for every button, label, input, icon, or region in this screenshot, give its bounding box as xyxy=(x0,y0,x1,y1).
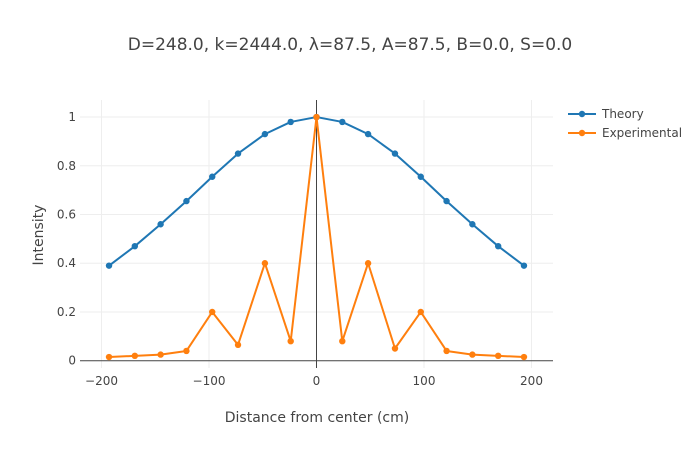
x-tick-label: 100 xyxy=(413,374,436,388)
x-tick-label: 0 xyxy=(313,374,321,388)
experimental-point xyxy=(443,347,450,355)
chart-title: D=248.0, k=2444.0, λ=87.5, A=87.5, B=0.0… xyxy=(128,35,573,55)
experimental-point xyxy=(391,345,399,352)
theory-point xyxy=(443,197,450,205)
experimental-point xyxy=(157,351,164,358)
legend-label: Experimental xyxy=(602,126,682,140)
axis-layer xyxy=(80,100,553,368)
legend-item-experimental: Experimental xyxy=(568,126,682,140)
series-experimental xyxy=(105,113,528,361)
theory-point xyxy=(339,118,346,126)
x-axis-title: Distance from center (cm) xyxy=(225,410,409,426)
experimental-point xyxy=(105,353,113,361)
experimental-point xyxy=(209,308,216,316)
x-tick-label: 200 xyxy=(520,374,543,388)
theory-point xyxy=(417,173,424,180)
experimental-point xyxy=(469,351,476,358)
y-tick-label: 0.8 xyxy=(57,159,76,173)
theory-point xyxy=(183,197,190,205)
experimental-point xyxy=(417,308,424,316)
series-layer xyxy=(105,113,528,361)
theory-point xyxy=(391,150,399,157)
theory-point xyxy=(469,221,476,228)
tick-label-layer: −200 −100 0 100 200 0 0.2 0.4 0.6 0.8 1 xyxy=(57,110,543,388)
theory-point xyxy=(157,221,164,228)
experimental-point xyxy=(364,260,372,267)
theory-point xyxy=(287,118,294,126)
legend-swatch-marker xyxy=(578,129,586,137)
experimental-point xyxy=(339,338,346,345)
legend: Theory Experimental xyxy=(568,107,682,140)
experimental-point xyxy=(520,353,528,361)
theory-point xyxy=(105,262,113,269)
experimental-point xyxy=(287,338,294,345)
x-tick-label: −100 xyxy=(193,374,226,388)
y-axis-title: Intensity xyxy=(31,205,47,266)
theory-point xyxy=(234,150,242,157)
experimental-point xyxy=(131,352,139,360)
y-tick-label: 0.6 xyxy=(57,208,76,222)
theory-point xyxy=(131,242,139,250)
legend-item-theory: Theory xyxy=(568,107,644,121)
theory-point xyxy=(494,242,502,250)
y-tick-label: 0.4 xyxy=(57,256,76,270)
y-tick-label: 1 xyxy=(68,110,76,124)
experimental-point xyxy=(313,113,320,121)
experimental-point xyxy=(494,352,502,360)
theory-point xyxy=(209,173,216,180)
experimental-point xyxy=(234,341,242,349)
theory-point xyxy=(364,130,372,138)
theory-point xyxy=(261,130,269,138)
experimental-point xyxy=(183,347,190,355)
legend-label: Theory xyxy=(601,107,644,121)
experimental-point xyxy=(261,260,269,267)
x-tick-label: −200 xyxy=(85,374,118,388)
legend-swatch-marker xyxy=(578,110,586,118)
y-tick-label: 0 xyxy=(68,354,76,368)
y-tick-label: 0.2 xyxy=(57,305,76,319)
theory-point xyxy=(520,262,528,269)
